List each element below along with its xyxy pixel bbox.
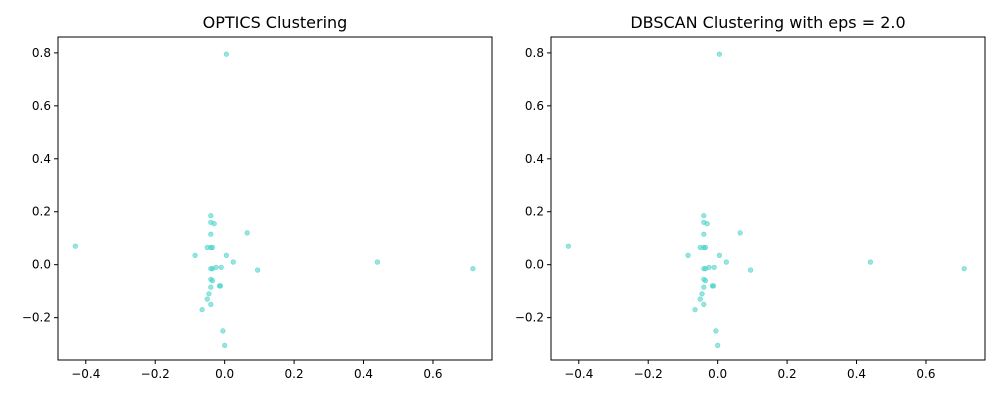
dbscan-x-tick-label: 0.6 [916, 367, 935, 381]
dbscan-x-tick-label: 0.0 [708, 367, 727, 381]
optics-data-point [208, 301, 214, 308]
optics-data-point [374, 259, 381, 265]
dbscan-data-point [716, 51, 723, 57]
dbscan-data-point [737, 230, 743, 236]
optics-data-point [206, 291, 212, 297]
dbscan-y-tick-label: 0.4 [525, 152, 544, 166]
optics-data-point [244, 230, 250, 236]
dbscan-data-point [692, 307, 698, 313]
optics-data-point [255, 267, 261, 273]
dbscan-x-tick-label: −0.4 [564, 367, 593, 381]
optics-data-point [470, 266, 476, 272]
dbscan-data-point [701, 231, 707, 237]
optics-x-tick-label: 0.0 [215, 367, 234, 381]
optics-data-point [211, 221, 217, 227]
optics-data-point [220, 328, 226, 334]
dbscan-data-point [961, 266, 967, 272]
optics-data-point [230, 259, 236, 265]
optics-data-point [209, 278, 216, 284]
dbscan-x-tick-label: 0.4 [847, 367, 866, 381]
optics-data-point [223, 51, 229, 57]
optics-chart-title: OPTICS Clustering [203, 13, 348, 32]
dbscan-data-point [701, 284, 707, 290]
dbscan-points [565, 51, 967, 349]
dbscan-y-tick-label: 0.8 [525, 46, 544, 60]
optics-data-point [204, 296, 210, 302]
dbscan-data-point [711, 264, 717, 270]
dbscan-data-point [699, 291, 705, 297]
dbscan-data-point [723, 259, 729, 265]
dbscan-data-point [715, 342, 721, 349]
dbscan-data-point [697, 296, 703, 302]
optics-data-point [208, 231, 214, 237]
dbscan-data-point [702, 278, 709, 284]
optics-y-tick-label: 0.6 [32, 99, 51, 113]
optics-axes-frame [57, 36, 493, 361]
dbscan-axes-frame [550, 36, 986, 361]
dbscan-x-tick-label: 0.2 [778, 367, 797, 381]
optics-y-tick-label: 0.0 [32, 258, 51, 272]
dbscan-data-point [713, 328, 719, 334]
optics-data-point [208, 284, 214, 290]
optics-data-point [223, 252, 229, 258]
optics-panel: OPTICS Clustering −0.4 −0.2 0.0 0.2 0.4 0.6 −… [22, 13, 493, 381]
optics-data-point [213, 264, 219, 270]
dbscan-data-point [747, 267, 754, 273]
optics-x-tick-label: 0.4 [354, 367, 373, 381]
dbscan-panel: DBSCAN Clustering with eps = 2.0 −0.4 −0.… [515, 13, 986, 381]
optics-data-point [192, 252, 198, 258]
dbscan-chart-title: DBSCAN Clustering with eps = 2.0 [630, 13, 905, 32]
optics-x-tick-label: −0.4 [71, 367, 100, 381]
dbscan-data-point [701, 213, 707, 219]
dbscan-y-tick-label: −0.2 [515, 311, 544, 325]
optics-data-point [222, 342, 228, 349]
dbscan-data-point [702, 244, 709, 251]
optics-x-axis: −0.4 −0.2 0.0 0.2 0.4 0.6 [71, 360, 443, 381]
dbscan-data-point [704, 221, 710, 227]
optics-x-tick-label: 0.2 [285, 367, 304, 381]
optics-points [72, 51, 476, 349]
optics-y-axis: −0.2 0.0 0.2 0.4 0.6 0.8 [22, 46, 58, 325]
dbscan-data-point [685, 252, 691, 258]
optics-data-point [217, 283, 224, 289]
dbscan-y-tick-label: 0.6 [525, 99, 544, 113]
dbscan-x-tick-label: −0.2 [634, 367, 663, 381]
optics-x-tick-label: 0.6 [423, 367, 442, 381]
optics-data-point [209, 244, 216, 251]
dbscan-data-point [710, 283, 717, 289]
optics-data-point [218, 264, 224, 270]
dbscan-data-point [565, 243, 572, 249]
optics-y-tick-label: 0.8 [32, 46, 51, 60]
optics-y-tick-label: 0.4 [32, 152, 51, 166]
optics-data-point [208, 213, 214, 219]
dbscan-data-point [701, 301, 707, 308]
dbscan-data-point [706, 264, 712, 270]
optics-data-point [199, 307, 205, 313]
optics-data-point [72, 243, 78, 249]
dbscan-y-tick-label: 0.2 [525, 205, 544, 219]
dbscan-data-point [867, 259, 874, 265]
dbscan-y-axis: −0.2 0.0 0.2 0.4 0.6 0.8 [515, 46, 551, 325]
optics-x-tick-label: −0.2 [141, 367, 170, 381]
optics-y-tick-label: 0.2 [32, 205, 51, 219]
dbscan-y-tick-label: 0.0 [525, 258, 544, 272]
optics-y-tick-label: −0.2 [22, 311, 51, 325]
dbscan-data-point [716, 252, 723, 258]
dbscan-x-axis: −0.4 −0.2 0.0 0.2 0.4 0.6 [564, 360, 936, 381]
